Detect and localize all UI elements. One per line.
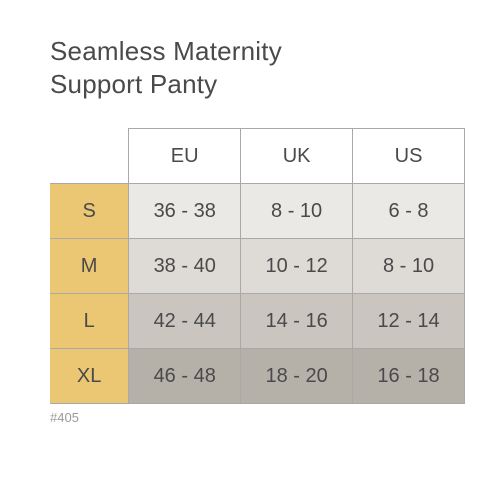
- cell-eu: 42 - 44: [129, 294, 241, 349]
- cell-us: 12 - 14: [353, 294, 465, 349]
- header-uk: UK: [241, 129, 353, 184]
- cell-uk: 14 - 16: [241, 294, 353, 349]
- size-label: S: [50, 184, 129, 239]
- header-eu: EU: [129, 129, 241, 184]
- cell-eu: 36 - 38: [129, 184, 241, 239]
- table-row: M 38 - 40 10 - 12 8 - 10: [50, 239, 465, 294]
- cell-eu: 38 - 40: [129, 239, 241, 294]
- table-body: S 36 - 38 8 - 10 6 - 8 M 38 - 40 10 - 12…: [50, 184, 465, 404]
- cell-eu: 46 - 48: [129, 349, 241, 404]
- cell-uk: 8 - 10: [241, 184, 353, 239]
- header-us: US: [353, 129, 465, 184]
- page-title: Seamless MaternitySupport Panty: [50, 35, 465, 100]
- size-label: M: [50, 239, 129, 294]
- table-row: XL 46 - 48 18 - 20 16 - 18: [50, 349, 465, 404]
- cell-us: 16 - 18: [353, 349, 465, 404]
- cell-uk: 18 - 20: [241, 349, 353, 404]
- cell-us: 8 - 10: [353, 239, 465, 294]
- size-label: XL: [50, 349, 129, 404]
- cell-uk: 10 - 12: [241, 239, 353, 294]
- size-chart-table: EU UK US S 36 - 38 8 - 10 6 - 8 M 38 - 4…: [50, 128, 465, 404]
- header-row: EU UK US: [50, 129, 465, 184]
- item-number: #405: [50, 410, 465, 425]
- header-corner: [50, 129, 129, 184]
- table-row: S 36 - 38 8 - 10 6 - 8: [50, 184, 465, 239]
- table-row: L 42 - 44 14 - 16 12 - 14: [50, 294, 465, 349]
- size-label: L: [50, 294, 129, 349]
- cell-us: 6 - 8: [353, 184, 465, 239]
